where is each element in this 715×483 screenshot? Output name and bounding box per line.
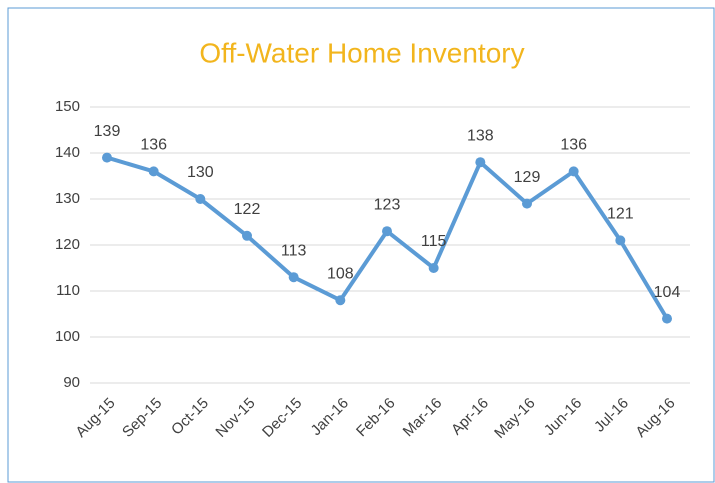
data-label: 108 (327, 265, 354, 282)
y-tick-label: 140 (55, 144, 80, 161)
data-label: 130 (187, 164, 214, 181)
marker (148, 166, 159, 177)
marker (195, 194, 206, 204)
marker (615, 235, 626, 246)
data-label: 138 (467, 127, 494, 144)
chart-title: Off-Water Home Inventory (199, 37, 524, 68)
marker (428, 263, 439, 273)
y-tick-label: 100 (55, 328, 80, 345)
marker (522, 198, 532, 209)
marker (242, 230, 252, 241)
y-tick-label: 150 (55, 98, 80, 115)
marker (382, 226, 392, 237)
y-tick-label: 130 (55, 190, 80, 207)
marker (102, 152, 112, 163)
marker (335, 295, 346, 306)
data-label: 115 (421, 233, 447, 250)
y-tick-label: 110 (56, 282, 80, 299)
data-label: 129 (514, 169, 541, 186)
marker (568, 166, 579, 177)
y-tick-label: 90 (63, 374, 80, 391)
data-label: 136 (140, 137, 167, 154)
data-label: 113 (281, 242, 307, 259)
marker (288, 272, 299, 283)
marker (475, 157, 486, 168)
data-label: 139 (94, 123, 121, 140)
marker (662, 313, 672, 324)
data-label: 122 (234, 201, 261, 218)
data-label: 121 (607, 206, 634, 223)
data-label: 123 (374, 196, 401, 213)
data-label: 136 (560, 137, 587, 154)
y-tick-label: 120 (55, 236, 80, 253)
data-label: 104 (654, 284, 681, 301)
